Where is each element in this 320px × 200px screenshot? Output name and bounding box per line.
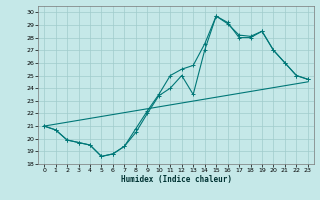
X-axis label: Humidex (Indice chaleur): Humidex (Indice chaleur) xyxy=(121,175,231,184)
